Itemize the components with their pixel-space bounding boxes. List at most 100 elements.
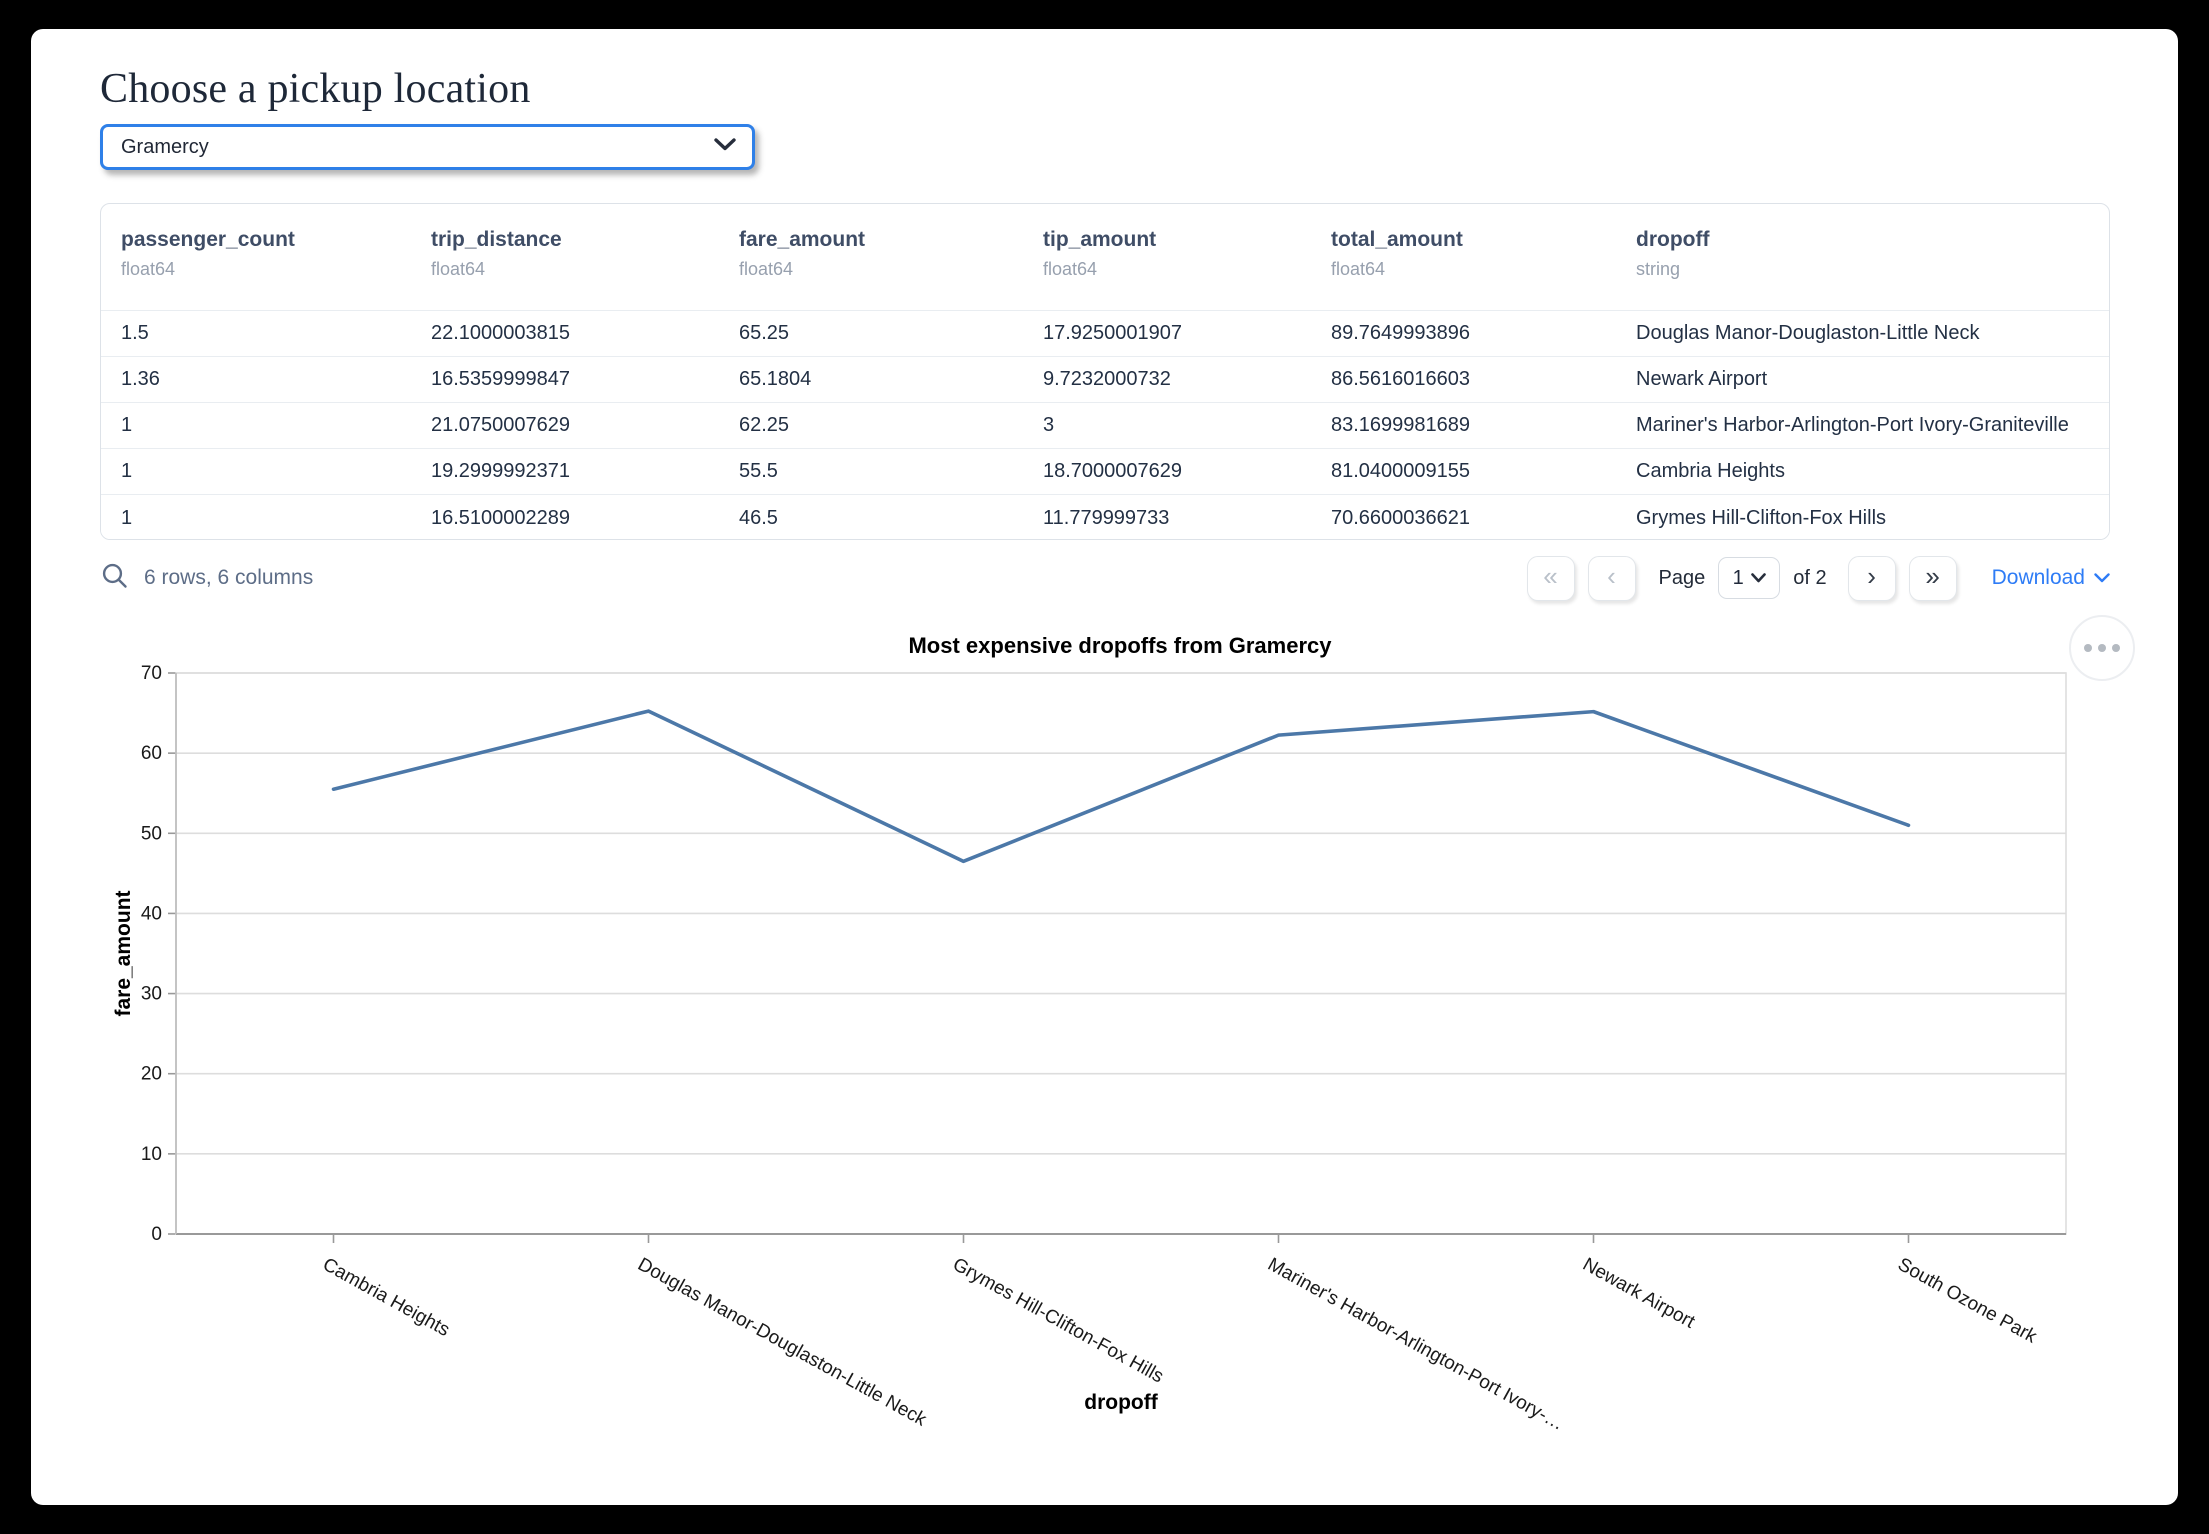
column-header-tip_amount[interactable]: tip_amount float64	[1023, 204, 1311, 310]
column-name: trip_distance	[431, 228, 562, 251]
table-cell: 55.5	[739, 460, 778, 482]
table-cell: Cambria Heights	[1636, 460, 1785, 482]
table-cell: 1.36	[121, 368, 160, 390]
y-tick-label: 30	[141, 984, 162, 1005]
x-tick-label: Cambria Heights	[319, 1254, 453, 1341]
y-tick-label: 60	[141, 743, 162, 764]
page-number-value: 1	[1732, 566, 1744, 589]
table-cell: 86.5616016603	[1331, 368, 1471, 390]
y-tick-label: 0	[151, 1224, 162, 1245]
table-cell: 1	[121, 414, 133, 436]
column-name: fare_amount	[739, 228, 866, 251]
table-cell: 89.7649993896	[1331, 322, 1471, 344]
table-cell: Mariner's Harbor-Arlington-Port Ivory-Gr…	[1636, 414, 2069, 436]
x-tick-label: Newark Airport	[1579, 1254, 1699, 1333]
ellipsis-icon	[2084, 644, 2092, 652]
table-cell: 1	[121, 506, 133, 529]
table-row[interactable]: 1 19.2999992371 55.5 18.7000007629 81.040000…	[101, 449, 2109, 495]
column-type: float64	[431, 259, 486, 279]
table-cell: 83.1699981689	[1331, 414, 1471, 436]
column-type: float64	[121, 259, 176, 279]
table-row[interactable]: 1.36 16.5359999847 65.1804 9.7232000732 86.5…	[101, 357, 2109, 403]
ellipsis-icon	[2098, 644, 2106, 652]
dropoff-chart: Most expensive dropoffs from Gramercy 0 1…	[100, 609, 2110, 1469]
table-cell: 16.5359999847	[431, 368, 571, 390]
first-page-button[interactable]: «	[1526, 555, 1575, 601]
table-cell: 16.5100002289	[431, 506, 571, 529]
table-cell: 81.0400009155	[1331, 460, 1471, 482]
table-cell: Newark Airport	[1636, 368, 1768, 390]
table-cell: 17.9250001907	[1043, 322, 1183, 344]
column-header-dropoff[interactable]: dropoff string	[1616, 204, 2109, 310]
y-tick-label: 50	[141, 823, 162, 844]
last-page-button[interactable]: »	[1908, 555, 1957, 601]
table-footer: 6 rows, 6 columns « ‹ Page 1 of 2 › » Do…	[100, 545, 2110, 611]
column-type: float64	[1043, 259, 1098, 279]
page-number-select[interactable]: 1	[1718, 557, 1781, 599]
y-tick-label: 10	[141, 1144, 162, 1165]
page-title: Choose a pickup location	[100, 66, 531, 112]
table-cell: 11.779999733	[1043, 506, 1170, 529]
chevron-down-icon	[2094, 573, 2110, 583]
table-cell: 65.25	[739, 322, 790, 344]
table-row[interactable]: 1.5 22.1000003815 65.25 17.9250001907 89.764…	[101, 311, 2109, 357]
x-tick-label: South Ozone Park	[1894, 1254, 2040, 1348]
table-cell: 9.7232000732	[1043, 368, 1171, 390]
table-cell: Grymes Hill-Clifton-Fox Hills	[1636, 506, 1887, 529]
table-cell: 19.2999992371	[431, 460, 571, 482]
table-cell: Douglas Manor-Douglaston-Little Neck	[1636, 322, 1980, 344]
line-chart-canvas: 0 10 20 30 40 50 60 70 Cambria Heights Douglas Ma…	[112, 663, 2067, 1435]
table-cell: 18.7000007629	[1043, 460, 1183, 482]
column-type: float64	[739, 259, 794, 279]
chevron-down-icon	[714, 138, 736, 156]
row-column-summary: 6 rows, 6 columns	[144, 566, 314, 589]
table-summary-group: 6 rows, 6 columns	[100, 561, 313, 596]
table-row[interactable]: 1 16.5100002289 46.5 11.779999733 70.6600036…	[101, 495, 2109, 539]
next-page-button[interactable]: ›	[1847, 555, 1896, 601]
table-body: 1.5 22.1000003815 65.25 17.9250001907 89.764…	[101, 311, 2109, 539]
search-icon[interactable]	[100, 561, 130, 596]
y-axis-title: fare_amount	[112, 890, 135, 1016]
column-type: float64	[1331, 259, 1386, 279]
page-count-label: of 2	[1793, 566, 1827, 589]
table-cell: 1.5	[121, 322, 149, 344]
table-cell: 3	[1043, 414, 1055, 436]
table-row[interactable]: 1 21.0750007629 62.25 3 83.1699981689 Mariner…	[101, 403, 2109, 449]
download-label: Download	[1991, 566, 2085, 589]
y-tick-label: 40	[141, 903, 162, 924]
column-name: tip_amount	[1043, 228, 1157, 251]
page-label: Page	[1658, 566, 1706, 589]
previous-page-button[interactable]: ‹	[1587, 555, 1636, 601]
table-cell: 46.5	[739, 506, 778, 529]
table-cell: 22.1000003815	[431, 322, 571, 344]
table-cell: 1	[121, 460, 133, 482]
x-axis-title: dropoff	[1084, 1391, 1158, 1414]
x-tick-label: Grymes Hill-Clifton-Fox Hills	[949, 1254, 1167, 1388]
x-tick-label: Douglas Manor-Douglaston-Little Neck	[634, 1254, 930, 1431]
y-tick-label: 70	[141, 663, 162, 684]
app-card: Choose a pickup location Gramercy passen…	[31, 29, 2178, 1505]
column-name: total_amount	[1331, 228, 1463, 251]
column-header-trip_distance[interactable]: trip_distance float64	[411, 204, 719, 310]
table-cell: 62.25	[739, 414, 790, 436]
pickup-location-select[interactable]: Gramercy	[100, 124, 755, 170]
table-cell: 65.1804	[739, 368, 812, 390]
pickup-select-value: Gramercy	[121, 135, 209, 158]
table-cell: 21.0750007629	[431, 414, 571, 436]
chart-title: Most expensive dropoffs from Gramercy	[908, 633, 1332, 658]
column-header-total_amount[interactable]: total_amount float64	[1311, 204, 1616, 310]
column-header-passenger_count[interactable]: passenger_count float64	[101, 204, 411, 310]
download-menu[interactable]: Download	[1992, 566, 2110, 590]
column-name: dropoff	[1636, 228, 1710, 251]
chart-options-button[interactable]	[2069, 615, 2135, 681]
fare-amount-line	[331, 709, 1911, 864]
pagination-controls: « ‹ Page 1 of 2 › » Download	[1526, 555, 2110, 601]
table-cell: 70.6600036621	[1331, 506, 1471, 529]
y-tick-label: 20	[141, 1064, 162, 1085]
x-tick-label: Mariner's Harbor-Arlington-Port Ivory-…	[1264, 1254, 1567, 1435]
column-header-fare_amount[interactable]: fare_amount float64	[719, 204, 1023, 310]
column-name: passenger_count	[121, 228, 295, 251]
